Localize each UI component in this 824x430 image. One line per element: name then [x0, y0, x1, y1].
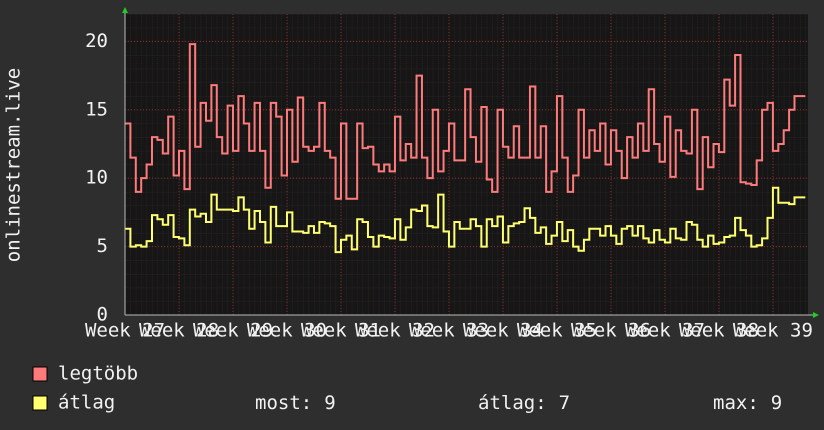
x-tick-label: Week 32 — [355, 320, 435, 342]
y-axis-arrow — [122, 7, 128, 13]
x-tick-label: Week 29 — [193, 320, 273, 342]
x-tick-label: Week 31 — [301, 320, 381, 342]
stat-value: 9 — [771, 392, 782, 414]
stat-label: max: — [713, 392, 759, 414]
legend-swatch — [32, 395, 48, 411]
x-tick-label: Week 37 — [625, 320, 705, 342]
stat: max: 9 — [713, 392, 782, 414]
y-tick-label: 5 — [97, 235, 108, 257]
legend-label: legtöbb — [58, 363, 138, 385]
minor-grid — [125, 14, 808, 315]
legend-swatch — [32, 366, 48, 382]
y-tick-label: 0 — [97, 304, 108, 326]
legend-label: átlag — [58, 392, 115, 414]
stat-value: 7 — [559, 392, 570, 414]
stat: most: 9 — [255, 392, 336, 414]
x-tick-label: Week 27 — [85, 320, 165, 342]
y-tick-label: 15 — [85, 98, 108, 120]
x-tick-label: Week 36 — [571, 320, 651, 342]
y-tick-label: 10 — [85, 167, 108, 189]
y-axis-label: onlinestream.live — [3, 68, 25, 262]
x-tick-label: Week 38 — [679, 320, 759, 342]
y-tick-label: 20 — [85, 30, 108, 52]
series-line — [125, 186, 806, 254]
x-tick-label: Week 39 — [733, 320, 813, 342]
x-tick-label: Week 30 — [247, 320, 327, 342]
stat: átlag: 7 — [478, 392, 570, 414]
stat-value: 9 — [324, 392, 335, 414]
x-axis-arrow — [813, 312, 819, 318]
x-tick-label: Week 35 — [517, 320, 597, 342]
x-tick-label: Week 28 — [139, 320, 219, 342]
series-line — [125, 43, 806, 200]
stat-label: átlag: — [478, 392, 547, 414]
x-tick-label: Week 33 — [409, 320, 489, 342]
x-tick-label: Week 34 — [463, 320, 543, 342]
stat-label: most: — [255, 392, 312, 414]
